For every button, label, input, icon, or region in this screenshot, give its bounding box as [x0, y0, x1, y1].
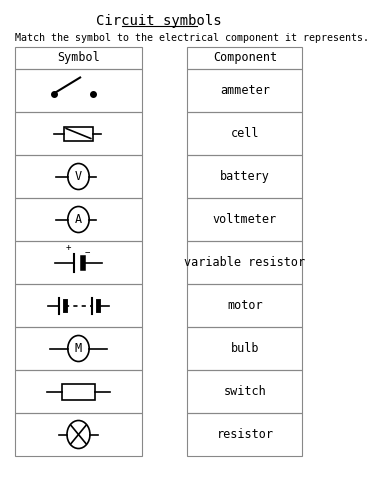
Bar — [187, 155, 302, 198]
Bar — [187, 370, 302, 413]
Text: cell: cell — [230, 127, 259, 140]
Text: V: V — [75, 170, 82, 183]
Text: Circuit symbols: Circuit symbols — [96, 14, 222, 28]
Bar — [15, 327, 142, 370]
Bar — [62, 384, 95, 400]
Bar — [15, 370, 142, 413]
Text: A: A — [75, 213, 82, 226]
Bar — [64, 126, 93, 140]
Text: motor: motor — [227, 299, 263, 312]
Bar — [187, 241, 302, 284]
Bar — [187, 47, 302, 69]
Bar — [187, 327, 302, 370]
Text: resistor: resistor — [217, 428, 273, 441]
Text: Component: Component — [213, 52, 277, 64]
Text: battery: battery — [220, 170, 270, 183]
Bar — [15, 284, 142, 327]
Text: variable resistor: variable resistor — [185, 256, 305, 269]
Bar — [187, 69, 302, 112]
Bar — [15, 155, 142, 198]
Text: −: − — [85, 248, 90, 256]
Bar — [15, 47, 142, 69]
Bar — [15, 112, 142, 155]
Text: ammeter: ammeter — [220, 84, 270, 97]
Text: M: M — [75, 342, 82, 355]
Bar — [15, 69, 142, 112]
Text: voltmeter: voltmeter — [213, 213, 277, 226]
Text: Symbol: Symbol — [57, 52, 100, 64]
Bar — [15, 241, 142, 284]
Bar — [187, 284, 302, 327]
Bar — [187, 413, 302, 456]
Bar — [15, 413, 142, 456]
Text: Match the symbol to the electrical component it represents.: Match the symbol to the electrical compo… — [15, 33, 369, 43]
Bar — [187, 112, 302, 155]
Text: bulb: bulb — [230, 342, 259, 355]
Text: +: + — [66, 244, 71, 252]
Bar — [15, 198, 142, 241]
Text: switch: switch — [223, 385, 266, 398]
Bar — [187, 198, 302, 241]
